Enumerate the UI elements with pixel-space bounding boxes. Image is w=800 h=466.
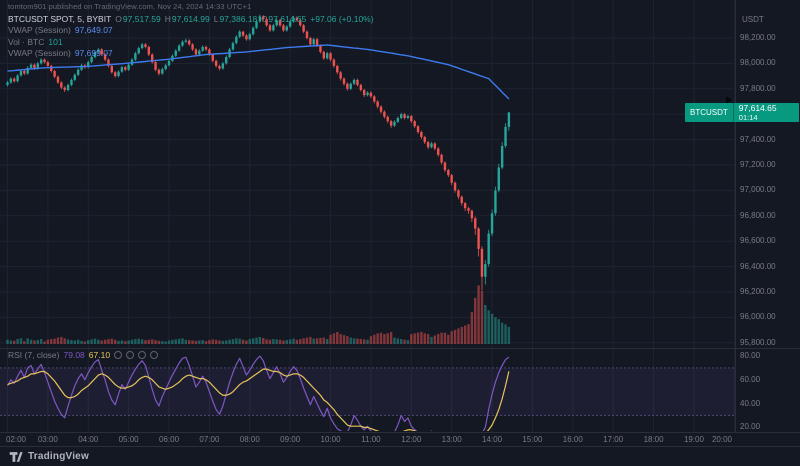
axis-currency-label: USDT: [742, 15, 764, 24]
time-axis-label: 02:00: [5, 435, 27, 444]
time-axis-label: 11:00: [361, 435, 381, 444]
rsi-axis-label: 80.00: [740, 351, 761, 360]
time-axis-label: 19:00: [683, 435, 704, 444]
time-axis-label: 13:00: [441, 435, 462, 444]
time-axis-label: 10:00: [320, 435, 341, 444]
price-scale-arrow-marker: [726, 96, 732, 104]
time-axis-label: 05:00: [118, 435, 139, 444]
time-axis-label: 20:00: [711, 435, 733, 444]
indicator-row-vwap-2[interactable]: VWAP (Session) 97,699.07: [8, 48, 113, 59]
last-price-tag: BTCUSDT 97,614.65 01:14: [685, 103, 799, 122]
rsi-delete-icon[interactable]: [138, 351, 147, 359]
time-axis-label: 07:00: [199, 435, 220, 444]
price-axis-label: 98,200.00: [740, 33, 776, 42]
rsi-legend[interactable]: RSI (7, close) 79.08 67.10: [8, 350, 159, 360]
footer-bar: TradingView: [0, 446, 800, 466]
last-price-symbol: BTCUSDT: [685, 103, 734, 122]
rsi-axis-label: 20.00: [740, 422, 761, 432]
time-axis-label: 17:00: [603, 435, 624, 444]
price-axis-label: 96,200.00: [740, 287, 776, 296]
time-axis-label: 06:00: [159, 435, 180, 444]
time-axis-label: 16:00: [562, 435, 583, 444]
price-axis-label: 96,800.00: [740, 210, 776, 220]
price-axis-label: 96,000.00: [740, 312, 776, 322]
rsi-visibility-icon[interactable]: [114, 351, 123, 359]
last-price-value: 97,614.65: [738, 102, 777, 113]
time-axis-label: 03:00: [37, 435, 58, 444]
price-axis-label: 97,800.00: [740, 83, 776, 93]
rsi-more-icon[interactable]: [150, 351, 159, 359]
time-axis-label: 14:00: [482, 435, 503, 444]
attribution-link[interactable]: tomtom901 published on TradingView.com, …: [8, 2, 252, 11]
ohlc-row[interactable]: BTCUSDT SPOT, 5, BYBIT O 97,517.59 H 97,61…: [8, 13, 374, 25]
price-axis-label: 98,000.00: [740, 58, 776, 68]
indicator-row-volume[interactable]: Vol · BTC 101: [8, 36, 63, 47]
price-axis-label: 97,200.00: [740, 160, 776, 169]
rsi-value: 79.08: [63, 350, 85, 360]
rsi-title: RSI (7, close): [8, 350, 60, 360]
time-axis-label: 08:00: [239, 435, 260, 444]
symbol-title[interactable]: BTCUSDT SPOT, 5, BYBIT: [8, 13, 112, 24]
ohlc-high: H 97,614.99: [164, 13, 210, 24]
price-axis-label: 95,800.00: [740, 337, 776, 347]
rsi-axis-label: 40.00: [740, 398, 761, 408]
symbol-legend: BTCUSDT SPOT, 5, BYBIT O 97,517.59 H 97,61…: [8, 13, 374, 59]
ohlc-low: L 97,386.18: [213, 13, 258, 24]
ohlc-open: O 97,517.59: [115, 13, 161, 24]
time-axis-label: 18:00: [643, 435, 664, 444]
time-axis-label: 09:00: [280, 435, 301, 444]
price-axis-label: 96,400.00: [740, 261, 776, 271]
ohlc-close: C 97,614.65: [261, 13, 307, 24]
time-axis-label: 12:00: [401, 435, 422, 444]
rsi-axis-label: 60.00: [740, 374, 761, 384]
indicator-row-vwap-1[interactable]: VWAP (Session) 97,649.07: [8, 25, 113, 36]
time-axis-label: 04:00: [78, 435, 99, 444]
time-axis-label: 15:00: [522, 435, 543, 444]
price-axis-label: 97,000.00: [740, 185, 776, 195]
tradingview-brand-text[interactable]: TradingView: [28, 451, 89, 462]
tradingview-logo[interactable]: [9, 450, 23, 464]
rsi-settings-icon[interactable]: [126, 351, 135, 359]
price-axis-label: 96,600.00: [740, 236, 776, 246]
price-axis-label: 97,400.00: [740, 134, 776, 144]
change-value: +97.06 (+0.10%): [310, 13, 374, 24]
bar-countdown: 01:14: [738, 112, 758, 122]
rsi-ma-value: 67.10: [88, 350, 111, 360]
